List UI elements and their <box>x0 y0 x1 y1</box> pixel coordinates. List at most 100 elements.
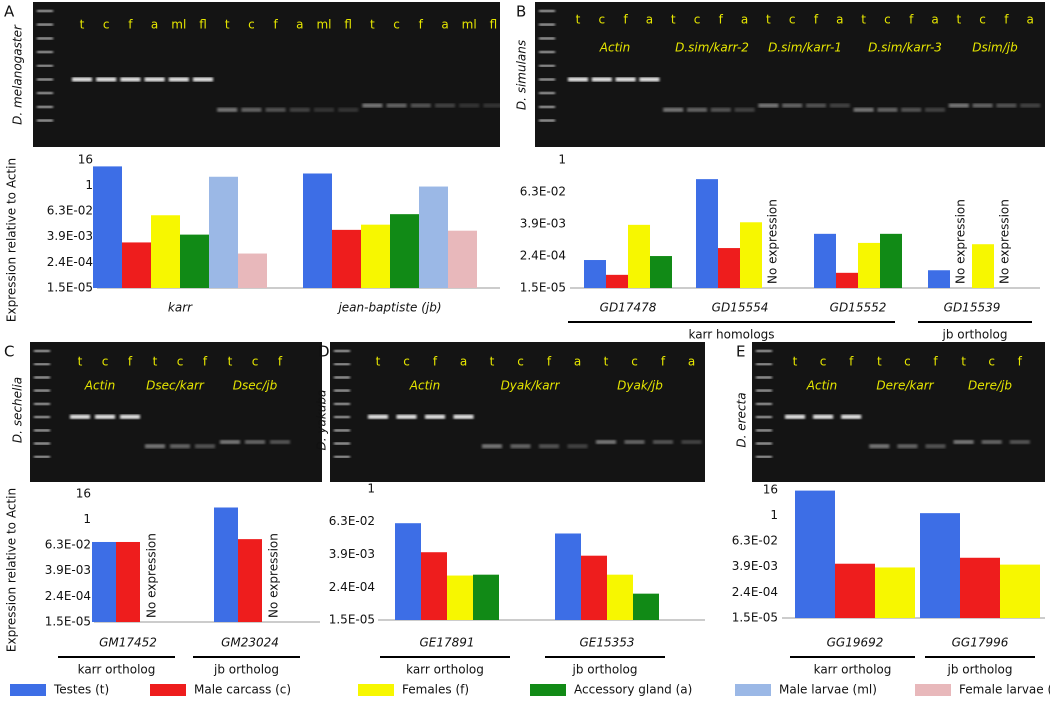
lane-label: f <box>933 355 938 369</box>
species-label: D. melanogaster <box>11 24 25 125</box>
lane-label: f <box>547 355 552 369</box>
gel-band <box>265 107 286 112</box>
lane-label: c <box>904 355 911 369</box>
gene-label: D.sim/karr-3 <box>868 41 942 55</box>
lane-label: f <box>128 18 133 32</box>
ladder-band <box>37 10 53 12</box>
x-tick-label: jean-baptiste (jb) <box>336 301 441 315</box>
bar <box>180 234 209 288</box>
ladder-band <box>539 92 555 95</box>
gene-label: Dsec/karr <box>146 379 205 393</box>
ladder-band <box>334 389 350 392</box>
lane-label: a <box>574 355 581 369</box>
lane-label: t <box>793 355 798 369</box>
ladder-band <box>539 78 555 81</box>
bar <box>447 575 473 620</box>
gel-band <box>841 414 862 419</box>
lane-label: c <box>393 18 400 32</box>
lane-label: t <box>153 355 158 369</box>
ladder-band <box>756 350 772 352</box>
gel-band <box>785 414 805 419</box>
gel-band <box>829 103 850 108</box>
lane-label: ml <box>171 18 186 32</box>
bar <box>858 242 880 288</box>
lane-label: a <box>460 355 467 369</box>
lane-label: t <box>766 13 771 27</box>
gel-band <box>362 103 383 108</box>
ladder-band <box>756 442 772 445</box>
gel-band <box>972 103 993 108</box>
ladder-band <box>37 37 53 40</box>
bar <box>214 507 238 622</box>
bar <box>650 256 672 288</box>
gel-image <box>33 2 500 147</box>
gel-band <box>639 77 660 82</box>
bar <box>628 224 650 288</box>
lane-label: a <box>296 18 303 32</box>
gel-band <box>314 107 334 112</box>
y-tick-label: 1 <box>83 512 91 526</box>
legend-label: Testes (t) <box>53 683 109 697</box>
gel-band <box>869 444 890 449</box>
lane-label: t <box>956 13 961 27</box>
y-tick-label: 1.5E-05 <box>520 281 566 295</box>
gel-band <box>425 414 445 419</box>
bar <box>633 593 659 620</box>
gene-label: Actin <box>806 379 837 393</box>
gel-image <box>30 342 322 482</box>
ladder-band <box>334 416 350 419</box>
y-axis-label: Expression relative to Actin <box>5 488 19 652</box>
lane-label: a <box>741 13 748 27</box>
value-label: No expression <box>998 199 1012 284</box>
group-label: karr ortholog <box>406 663 484 677</box>
lane-label: c <box>789 13 796 27</box>
y-tick-label: 2.4E-04 <box>329 580 375 594</box>
gel-band <box>734 107 755 112</box>
ladder-band <box>34 416 50 419</box>
gel-band <box>338 107 359 112</box>
bar <box>607 574 633 620</box>
ladder-band <box>756 455 772 458</box>
bar <box>835 563 875 618</box>
value-label: No expression <box>267 533 281 618</box>
gel-band <box>806 103 826 108</box>
gel-band <box>1009 440 1030 444</box>
y-tick-label: 16 <box>78 153 93 167</box>
ladder-band <box>756 402 772 405</box>
y-axis-label: Expression relative to Actin <box>5 158 19 322</box>
lane-label: f <box>909 13 914 27</box>
lane-label: t <box>376 355 381 369</box>
y-tick-label: 3.9E-03 <box>45 563 91 577</box>
lane-label: t <box>80 18 85 32</box>
gel-band <box>681 440 702 444</box>
legend-swatch <box>735 684 771 696</box>
bar <box>448 230 477 288</box>
ladder-band <box>34 442 50 445</box>
bar <box>555 533 581 620</box>
gel-band <box>289 107 310 112</box>
gel-band <box>624 440 645 444</box>
gene-label: Dere/karr <box>876 379 934 393</box>
ladder-band <box>37 51 53 54</box>
gel-band <box>386 103 407 108</box>
ladder-band <box>334 376 350 379</box>
gel-band <box>687 107 707 112</box>
x-tick-label: GE15353 <box>579 636 634 650</box>
lane-label: a <box>688 355 695 369</box>
gel-band <box>120 77 141 82</box>
lane-label: c <box>979 13 986 27</box>
lane-label: f <box>433 355 438 369</box>
group-label: jb ortholog <box>213 663 279 677</box>
gel-image <box>535 2 1045 147</box>
y-tick-label: 1 <box>770 508 778 522</box>
ladder-band <box>37 105 53 108</box>
bar <box>880 233 902 288</box>
legend-swatch <box>915 684 951 696</box>
ladder-band <box>756 363 772 366</box>
ladder-band <box>539 105 555 108</box>
gel-band <box>782 103 803 108</box>
lane-label: a <box>441 18 448 32</box>
legend-swatch <box>10 684 46 696</box>
gel-band <box>482 444 502 449</box>
